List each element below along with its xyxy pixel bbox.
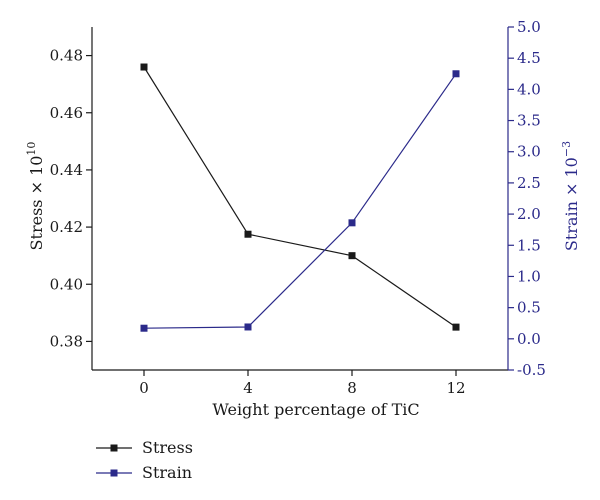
legend-label: Stress bbox=[142, 438, 193, 457]
x-axis-title: Weight percentage of TiC bbox=[212, 400, 419, 419]
legend-marker bbox=[110, 444, 118, 452]
chart-series bbox=[140, 63, 460, 332]
y-right-tick-label: 5.0 bbox=[517, 18, 541, 36]
legend-item-strain: Strain bbox=[96, 463, 192, 482]
stress-series-line bbox=[143, 66, 457, 328]
y-right-axis-title: Strain × 10−3 bbox=[560, 141, 581, 251]
y-right-tick-label: 0.5 bbox=[517, 299, 541, 317]
y-right-tick-label: 3.0 bbox=[517, 143, 541, 161]
stress-point bbox=[244, 230, 252, 238]
stress-point bbox=[140, 63, 148, 71]
y-left-tick-label: 0.38 bbox=[50, 332, 83, 350]
legend-item-stress: Stress bbox=[96, 438, 193, 457]
strain-point bbox=[348, 219, 356, 227]
y-right-tick-label: -0.5 bbox=[517, 361, 546, 379]
y-left-axis-title-exponent: 10 bbox=[25, 142, 38, 156]
x-tick-label: 4 bbox=[243, 379, 253, 397]
strain-point bbox=[244, 323, 252, 331]
stress-point bbox=[452, 323, 460, 331]
chart-legend: Stress Strain bbox=[96, 438, 193, 482]
x-tick-label: 0 bbox=[139, 379, 149, 397]
y-right-tick-label: 2.5 bbox=[517, 174, 541, 192]
strain-series-line bbox=[143, 73, 457, 329]
chart-ticks: 0 4 8 12 0.38 0.40 0.42 0.44 0.46 0.48 -0.5 0.0 0.5 1… bbox=[50, 18, 546, 397]
y-right-tick-label: 1.5 bbox=[517, 236, 541, 254]
chart-axes bbox=[91, 27, 509, 371]
y-right-tick-label: 1.0 bbox=[517, 267, 541, 285]
y-left-tick-label: 0.44 bbox=[50, 161, 83, 179]
strain-point bbox=[452, 70, 460, 78]
strain-point bbox=[140, 324, 148, 332]
x-tick-label: 12 bbox=[446, 379, 465, 397]
y-right-axis-title-base: Strain × 10 bbox=[562, 157, 581, 251]
legend-label: Strain bbox=[142, 463, 192, 482]
stress-point bbox=[348, 252, 356, 260]
y-right-tick-label: 0.0 bbox=[517, 330, 541, 348]
legend-marker bbox=[110, 469, 118, 477]
y-right-tick-label: 2.0 bbox=[517, 205, 541, 223]
y-right-tick-label: 4.5 bbox=[517, 49, 541, 67]
y-right-axis-title-exponent: −3 bbox=[560, 141, 573, 157]
y-left-tick-label: 0.46 bbox=[50, 104, 83, 122]
y-right-tick-label: 3.5 bbox=[517, 112, 541, 130]
y-left-tick-label: 0.42 bbox=[50, 218, 83, 236]
y-left-tick-label: 0.40 bbox=[50, 275, 83, 293]
y-left-tick-label: 0.48 bbox=[50, 47, 83, 65]
y-left-axis-title: Stress × 1010 bbox=[25, 142, 46, 251]
x-tick-label: 8 bbox=[347, 379, 357, 397]
y-left-axis-title-base: Stress × 10 bbox=[27, 156, 46, 251]
y-right-tick-label: 4.0 bbox=[517, 80, 541, 98]
